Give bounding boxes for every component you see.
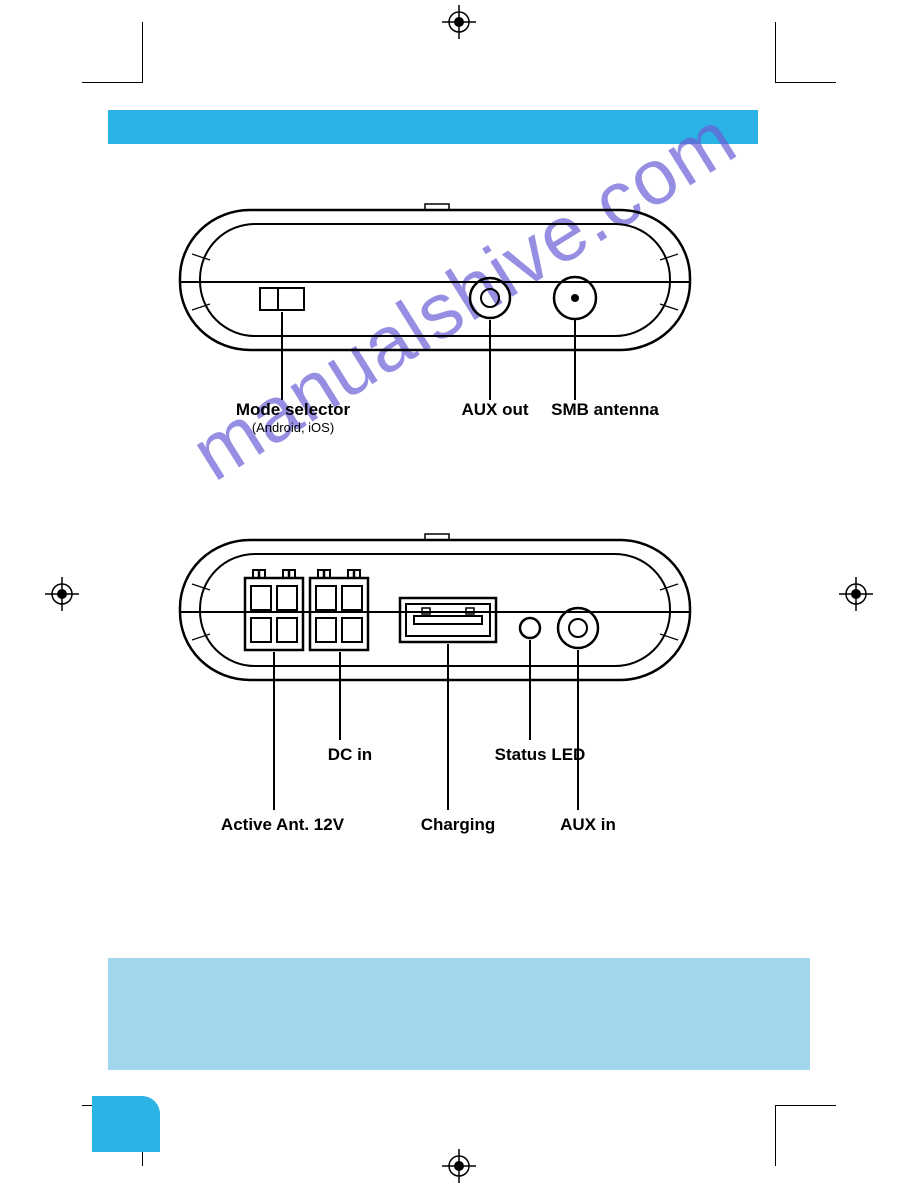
label-charging: Charging [408,815,508,835]
label-smb-antenna: SMB antenna [540,400,670,420]
label-dc-in: DC in [315,745,385,765]
registration-mark-icon [839,577,873,611]
page-number-tab [92,1096,160,1152]
registration-mark-icon [442,5,476,39]
registration-mark-icon [45,577,79,611]
crop-mark [82,22,143,83]
device-top-view [170,190,710,420]
crop-mark [775,1105,836,1166]
label-status-led: Status LED [480,745,600,765]
label-aux-in: AUX in [548,815,628,835]
header-bar [108,110,758,144]
label-subtext: (Android, iOS) [218,420,368,435]
label-text: Mode selector [236,400,350,419]
device-bottom-view [170,520,710,850]
registration-mark-icon [442,1149,476,1183]
label-active-ant: Active Ant. 12V [205,815,360,835]
label-aux-out: AUX out [450,400,540,420]
footer-bar [108,958,810,1070]
crop-mark [775,22,836,83]
label-mode-selector: Mode selector (Android, iOS) [218,400,368,435]
